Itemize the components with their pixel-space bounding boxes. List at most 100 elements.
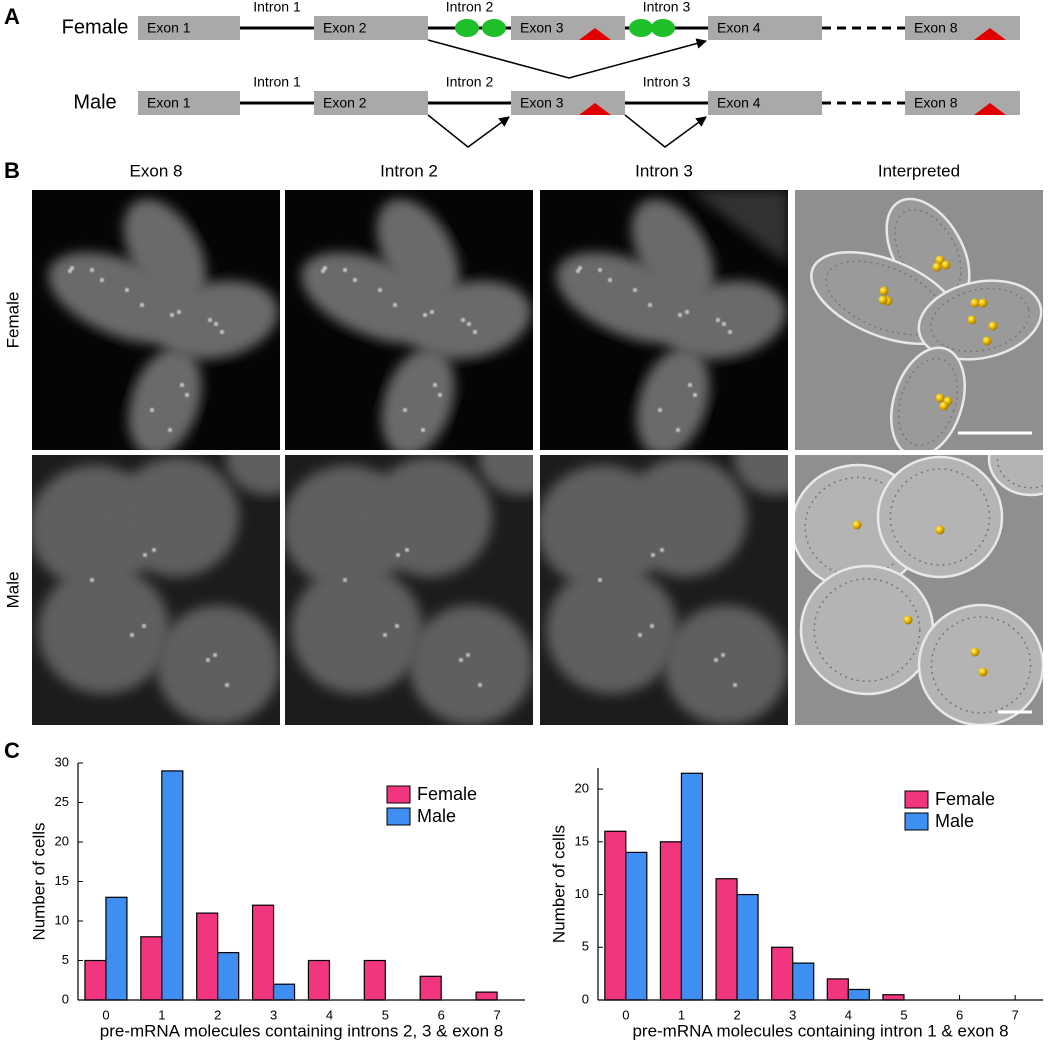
spot: [140, 303, 144, 307]
spot: [421, 428, 425, 432]
gold-dot: [939, 401, 949, 411]
spot: [473, 330, 477, 334]
legend-swatch: [904, 812, 929, 831]
spot: [225, 683, 229, 687]
gold-dot: [978, 667, 988, 677]
red-triangle: [579, 28, 611, 40]
gold-dot: [988, 321, 998, 331]
spot: [714, 658, 718, 662]
spot: [685, 310, 689, 314]
spot: [467, 322, 471, 326]
exon-label: Exon 2: [323, 20, 367, 36]
cell: [799, 564, 935, 696]
exon-label: Exon 4: [717, 20, 761, 36]
cell: [38, 566, 170, 694]
spot: [185, 393, 189, 397]
spot: [125, 288, 129, 292]
cell: [155, 280, 279, 360]
spot: [321, 269, 325, 273]
spot: [651, 553, 655, 557]
exon-box: [314, 16, 428, 40]
bar: [792, 962, 815, 1001]
green-oval: [455, 19, 479, 37]
spot: [430, 310, 434, 314]
spot: [598, 578, 602, 582]
bar: [847, 988, 870, 1001]
exon-label: Exon 1: [147, 20, 191, 36]
spot: [70, 266, 74, 270]
column-label: Exon 8: [130, 161, 183, 180]
legend-label: Female: [417, 784, 477, 804]
spot: [393, 303, 397, 307]
cell: [291, 566, 423, 694]
y-tick-label: 15: [55, 873, 69, 888]
exon-box: [511, 91, 625, 115]
spot: [150, 408, 154, 412]
spot: [461, 318, 465, 322]
cell: [381, 347, 455, 450]
spot: [214, 322, 218, 326]
spot: [208, 318, 212, 322]
micrograph: [540, 455, 788, 725]
bar: [272, 983, 296, 1001]
spot: [638, 633, 642, 637]
x-tick-label: 4: [845, 1007, 852, 1022]
gold-dot: [970, 647, 980, 657]
bar: [161, 770, 184, 1001]
spot: [648, 303, 652, 307]
spot: [728, 330, 732, 334]
spot: [733, 683, 737, 687]
green-oval: [482, 19, 506, 37]
intron-label: Intron 3: [643, 0, 691, 15]
spot: [716, 318, 720, 322]
bar: [196, 912, 219, 1001]
gold-dot: [978, 298, 988, 308]
x-tick-label: 1: [678, 1007, 685, 1022]
splice-path: [624, 114, 707, 148]
x-tick-label: 4: [326, 1007, 333, 1022]
micrograph: [285, 455, 533, 725]
bar: [140, 936, 163, 1001]
bar: [680, 772, 704, 1001]
spot: [423, 313, 427, 317]
y-axis-label: Number of cells: [549, 825, 568, 943]
bar: [363, 959, 386, 1001]
cell: [734, 455, 788, 495]
spot: [688, 383, 692, 387]
splice-path: [427, 114, 510, 148]
spot: [459, 658, 463, 662]
panel-label: A: [4, 4, 20, 29]
row-label: Female: [3, 292, 22, 349]
spot: [466, 653, 470, 657]
cell-texture: [813, 578, 921, 682]
spot: [658, 408, 662, 412]
column-label: Intron 2: [380, 161, 438, 180]
exon-box: [138, 91, 240, 115]
spot: [676, 428, 680, 432]
bar: [105, 896, 128, 1001]
cell: [546, 566, 678, 694]
panel-label: C: [4, 738, 20, 763]
x-tick-label: 5: [900, 1007, 907, 1022]
gold-dot: [878, 295, 888, 305]
bar: [771, 946, 794, 1001]
legend-label: Female: [935, 789, 995, 809]
gold-dot: [935, 255, 945, 265]
cell: [636, 347, 710, 450]
exon-label: Exon 1: [147, 95, 191, 111]
x-tick-label: 2: [214, 1007, 221, 1022]
y-axis-label: Number of cells: [29, 822, 48, 940]
row-label: Female: [62, 16, 129, 38]
x-tick-label: 3: [270, 1007, 277, 1022]
bar: [715, 878, 738, 1001]
micrograph: [795, 455, 1043, 725]
intron-label: Intron 2: [446, 0, 494, 15]
y-tick-label: 20: [575, 781, 589, 796]
x-tick-label: 5: [382, 1007, 389, 1022]
cell: [226, 455, 280, 495]
cell-texture: [889, 468, 991, 566]
gold-dot: [903, 615, 913, 625]
bar: [659, 841, 683, 1001]
spot: [213, 653, 217, 657]
